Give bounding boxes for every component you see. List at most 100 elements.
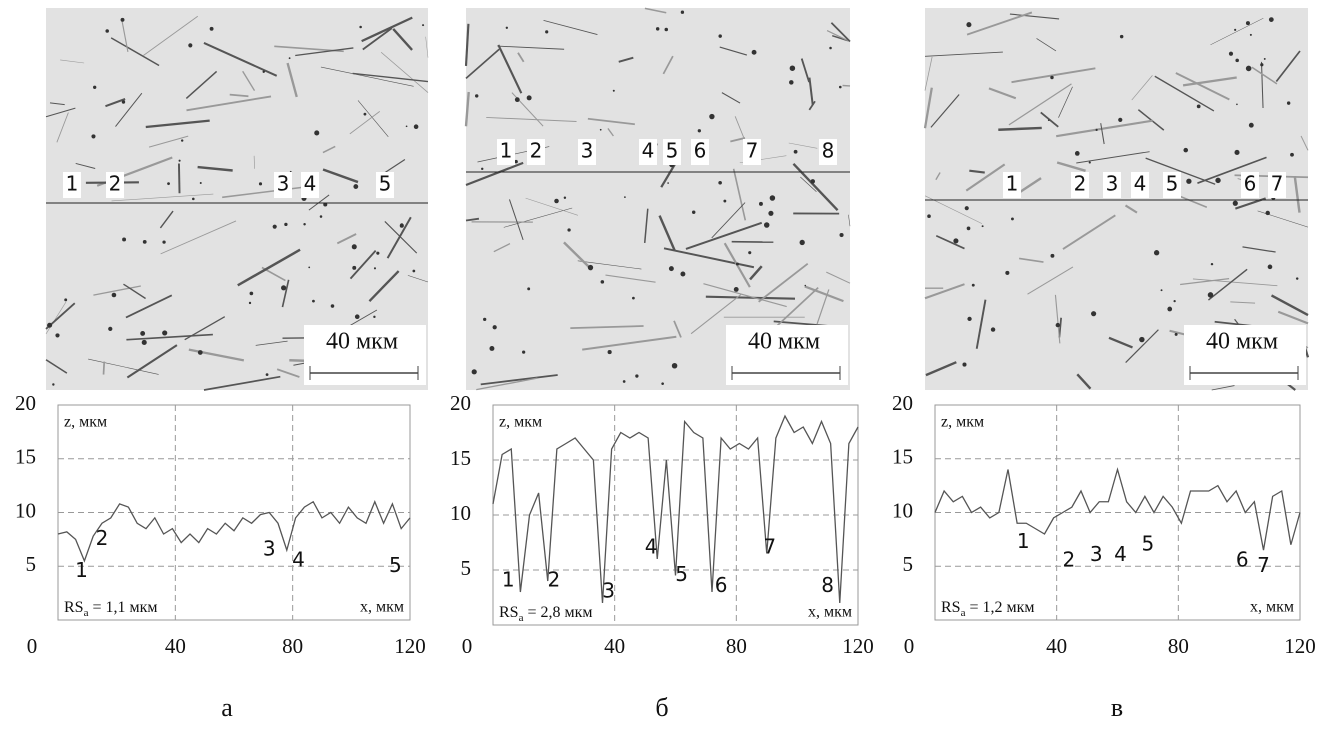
- texture-scratch: [110, 37, 160, 67]
- texture-scratch: [188, 348, 245, 362]
- texture-pit: [178, 159, 181, 162]
- texture-scratch: [719, 46, 748, 56]
- texture-pit: [661, 382, 664, 385]
- texture-scratch: [965, 163, 1006, 192]
- texture-pit: [142, 239, 147, 244]
- texture-pit: [288, 57, 291, 60]
- texture-pit: [563, 196, 567, 199]
- texture-pit: [612, 89, 615, 92]
- texture-scratch: [577, 260, 642, 270]
- texture-pit: [735, 262, 739, 266]
- texture-pit: [489, 345, 495, 351]
- texture-pit: [668, 266, 674, 272]
- texture-scratch: [276, 368, 300, 378]
- point-label: 7: [1257, 553, 1270, 577]
- texture-pit: [399, 223, 404, 228]
- texture-scratch: [935, 235, 965, 250]
- texture-scratch: [1260, 61, 1264, 108]
- texture-scratch: [1124, 204, 1138, 214]
- texture-scratch: [658, 215, 676, 251]
- texture-scratch: [517, 52, 525, 63]
- scale-bar-label: 40 мкм: [748, 329, 820, 355]
- texture-pit: [554, 198, 559, 204]
- image-label-bg: [63, 172, 81, 198]
- texture-pit: [793, 149, 798, 154]
- texture-scratch: [93, 285, 141, 296]
- texture-scratch: [703, 283, 787, 308]
- texture-scratch: [808, 100, 816, 111]
- texture-scratch: [45, 301, 67, 335]
- image-label: 4: [642, 139, 655, 163]
- texture-scratch: [1154, 75, 1215, 112]
- texture-scratch: [644, 7, 667, 14]
- texture-scratch: [1207, 268, 1248, 301]
- texture-pit: [567, 228, 571, 232]
- texture-scratch: [1076, 151, 1150, 164]
- texture-pit: [376, 251, 380, 255]
- image-label: 3: [277, 172, 290, 196]
- point-label: 2: [547, 568, 560, 592]
- scale-bar-bg: [1184, 325, 1306, 385]
- texture-scratch: [830, 22, 851, 43]
- texture-pit: [622, 380, 626, 383]
- point-label: 2: [1062, 547, 1075, 571]
- texture-scratch: [1125, 329, 1159, 364]
- texture-pit: [167, 182, 170, 186]
- texture-scratch: [1056, 119, 1153, 138]
- texture-pit: [483, 317, 487, 322]
- texture-scratch: [160, 220, 237, 255]
- image-label-bg: [527, 139, 545, 165]
- texture-scratch: [774, 287, 819, 328]
- image-label-bg: [1131, 172, 1149, 198]
- point-label: 6: [715, 573, 728, 597]
- x-tick-label: 40: [165, 634, 186, 658]
- texture-scratch: [493, 243, 511, 253]
- image-label: 3: [1106, 172, 1119, 196]
- texture-scratch: [804, 285, 844, 303]
- texture-scratch: [368, 270, 400, 302]
- image-label: 5: [666, 139, 679, 163]
- texture-pit: [108, 326, 113, 331]
- y-tick-label: 15: [15, 445, 36, 469]
- texture-pit: [599, 128, 602, 131]
- image-label-bg: [301, 172, 319, 198]
- texture-scratch: [322, 168, 359, 184]
- texture-pit: [514, 159, 518, 164]
- texture-pit: [962, 362, 967, 367]
- texture-scratch: [788, 142, 818, 149]
- texture-pit: [789, 65, 796, 71]
- scale-bar-bg: [304, 325, 426, 385]
- texture-scratch: [998, 126, 1042, 131]
- image-label: 4: [304, 172, 317, 196]
- texture-scratch: [1275, 50, 1301, 83]
- point-label: 4: [645, 535, 658, 559]
- texture-pit: [733, 286, 739, 292]
- x-tick-label: 120: [394, 634, 426, 658]
- texture-scratch: [1027, 266, 1074, 295]
- texture-pit: [1088, 161, 1091, 164]
- y-tick-label: 10: [450, 501, 471, 525]
- texture-pit: [799, 239, 805, 246]
- image-label: 5: [1166, 172, 1179, 196]
- texture-scratch: [563, 241, 593, 271]
- texture-scratch: [497, 45, 565, 50]
- annotation-text: RS: [499, 604, 519, 621]
- texture-scratch: [734, 116, 745, 138]
- texture-scratch: [111, 193, 214, 202]
- texture-scratch: [705, 295, 796, 300]
- image-label: 2: [530, 139, 543, 163]
- texture-pit: [1232, 200, 1238, 206]
- texture-pit: [330, 304, 335, 308]
- image-label: 5: [379, 172, 392, 196]
- texture-pit: [1249, 33, 1252, 36]
- y-tick-label: 5: [461, 556, 472, 580]
- texture-scratch: [126, 333, 213, 341]
- texture-pit: [1263, 57, 1266, 60]
- texture-scratch: [60, 59, 85, 64]
- texture-scratch: [123, 283, 146, 300]
- texture-pit: [1245, 65, 1252, 72]
- texture-scratch: [643, 208, 649, 243]
- x-tick-label: 40: [1046, 634, 1067, 658]
- texture-scratch: [295, 47, 354, 57]
- texture-pit: [1173, 299, 1176, 303]
